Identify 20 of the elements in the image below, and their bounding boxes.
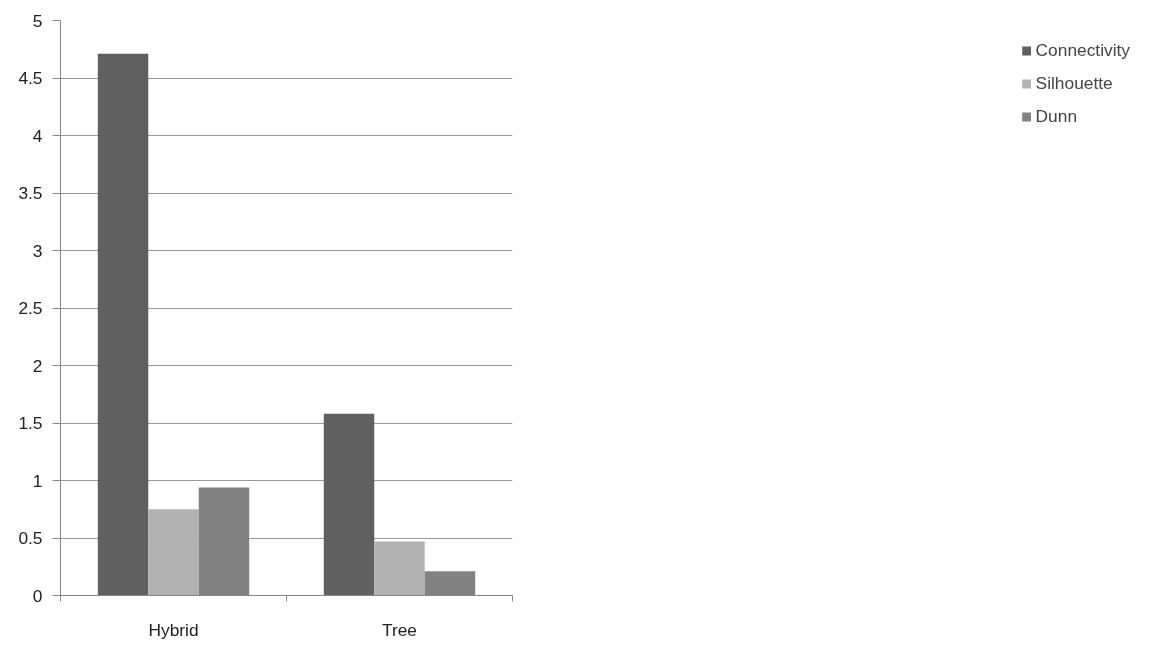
y-tick-label: 1	[32, 470, 43, 491]
x-tick-label: Tree	[382, 619, 418, 640]
y-tick-label: 5	[32, 10, 43, 31]
legend-label: Connectivity	[1035, 40, 1130, 61]
bar	[374, 541, 425, 596]
y-tick-label: 2	[32, 355, 43, 376]
y-tick-label: 0.5	[18, 528, 43, 548]
legend-label: Silhouette	[1035, 73, 1113, 94]
y-tick-label: 3.5	[18, 183, 43, 203]
y-tick-label: 2.5	[18, 298, 43, 318]
x-tick-label: Hybrid	[148, 619, 199, 640]
y-tick-label: 3	[32, 240, 43, 261]
legend-label: Dunn	[1035, 106, 1078, 127]
y-tick-label: 0	[32, 585, 43, 606]
y-tick-label: 1.5	[18, 413, 43, 433]
bar	[323, 413, 375, 596]
bar	[97, 53, 149, 596]
y-tick-label: 4	[32, 125, 43, 146]
bar	[148, 509, 199, 596]
y-tick-label: 4.5	[18, 68, 43, 88]
